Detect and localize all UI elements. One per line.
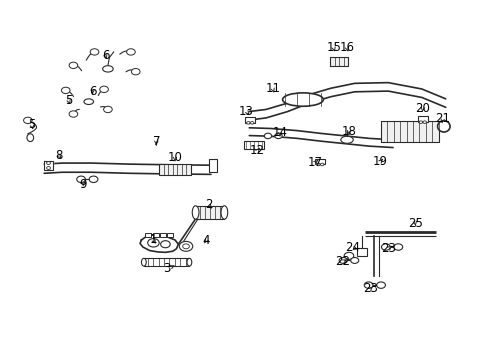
Circle shape xyxy=(376,282,385,288)
Ellipse shape xyxy=(84,99,93,104)
Bar xyxy=(160,233,165,237)
Bar xyxy=(245,117,255,123)
Circle shape xyxy=(364,282,372,288)
Circle shape xyxy=(69,62,78,68)
Bar xyxy=(356,248,366,256)
Text: 8: 8 xyxy=(55,149,62,162)
Bar xyxy=(329,57,348,66)
Circle shape xyxy=(246,122,249,124)
Ellipse shape xyxy=(221,206,227,219)
Circle shape xyxy=(350,257,358,264)
Bar xyxy=(315,159,325,165)
Bar xyxy=(143,258,189,266)
Bar xyxy=(167,233,173,237)
Circle shape xyxy=(183,244,189,249)
Text: 19: 19 xyxy=(372,155,387,168)
Text: 4: 4 xyxy=(202,234,209,247)
Text: 21: 21 xyxy=(434,112,449,125)
Bar xyxy=(244,141,263,149)
Bar xyxy=(417,117,427,122)
Bar xyxy=(159,165,190,175)
Circle shape xyxy=(103,106,112,113)
Circle shape xyxy=(179,242,192,251)
Circle shape xyxy=(344,252,353,259)
Text: 15: 15 xyxy=(325,41,340,54)
Text: 24: 24 xyxy=(345,241,360,254)
Text: 5: 5 xyxy=(28,118,35,131)
Ellipse shape xyxy=(437,121,449,132)
Text: 13: 13 xyxy=(239,105,253,118)
Circle shape xyxy=(23,117,32,123)
Circle shape xyxy=(264,133,271,139)
Text: 5: 5 xyxy=(65,94,72,107)
Circle shape xyxy=(90,49,99,55)
Text: 6: 6 xyxy=(102,49,109,62)
Circle shape xyxy=(61,87,70,94)
Text: 3: 3 xyxy=(163,262,174,275)
Circle shape xyxy=(316,163,319,166)
Polygon shape xyxy=(44,161,53,170)
Text: 14: 14 xyxy=(272,126,287,139)
Circle shape xyxy=(339,257,346,264)
Circle shape xyxy=(422,121,426,123)
Polygon shape xyxy=(140,235,178,252)
Circle shape xyxy=(160,241,170,248)
Circle shape xyxy=(381,244,389,250)
Text: 7: 7 xyxy=(152,135,160,148)
Text: 23: 23 xyxy=(363,282,377,295)
Circle shape xyxy=(89,176,98,183)
Circle shape xyxy=(69,111,78,117)
Circle shape xyxy=(100,86,108,93)
Text: 1: 1 xyxy=(149,234,157,247)
Bar xyxy=(195,206,224,219)
Text: 17: 17 xyxy=(307,156,322,169)
Text: 16: 16 xyxy=(339,41,354,54)
Bar xyxy=(144,233,150,237)
Text: 12: 12 xyxy=(249,144,264,157)
Circle shape xyxy=(46,167,50,170)
Bar xyxy=(380,121,438,141)
Text: 6: 6 xyxy=(89,85,96,98)
Circle shape xyxy=(131,68,140,75)
Ellipse shape xyxy=(186,258,191,266)
Circle shape xyxy=(46,162,50,165)
Circle shape xyxy=(393,244,402,250)
Ellipse shape xyxy=(192,206,199,219)
Circle shape xyxy=(320,163,323,166)
Circle shape xyxy=(147,239,159,247)
Text: 22: 22 xyxy=(334,255,349,268)
Ellipse shape xyxy=(282,93,323,106)
Text: 20: 20 xyxy=(414,102,429,115)
Bar xyxy=(208,159,217,171)
Circle shape xyxy=(77,176,85,183)
Circle shape xyxy=(250,122,253,124)
Ellipse shape xyxy=(340,136,352,143)
Bar xyxy=(153,233,159,237)
Text: 23: 23 xyxy=(380,242,395,255)
Text: 10: 10 xyxy=(167,151,182,164)
Text: 25: 25 xyxy=(407,217,422,230)
Text: 11: 11 xyxy=(264,82,280,95)
Circle shape xyxy=(418,121,422,123)
Text: 9: 9 xyxy=(79,178,86,191)
Circle shape xyxy=(274,133,282,139)
Ellipse shape xyxy=(27,134,34,141)
Text: 18: 18 xyxy=(341,125,356,138)
Ellipse shape xyxy=(102,66,113,72)
Text: 2: 2 xyxy=(204,198,212,211)
Ellipse shape xyxy=(141,258,146,266)
Circle shape xyxy=(126,49,135,55)
